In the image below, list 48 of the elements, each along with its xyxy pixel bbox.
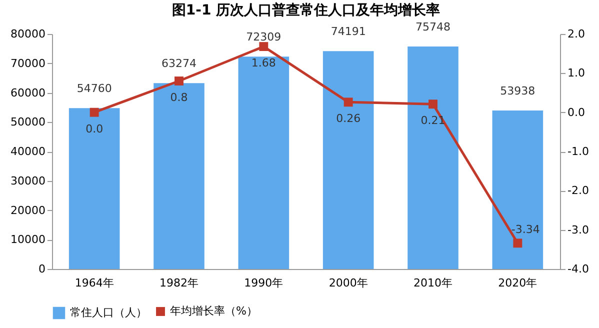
x-tick-label: 2000年 (328, 276, 368, 290)
y-tick-label: 10000 (10, 233, 46, 246)
point (174, 76, 184, 86)
x-tick-label: 1990年 (244, 276, 284, 290)
y-tick-label: 60000 (10, 86, 46, 100)
y-tick-label: 20000 (10, 204, 46, 217)
bar (408, 46, 458, 269)
x-tick-label: 2010年 (414, 276, 452, 290)
y-tick-label: 70000 (10, 56, 46, 70)
data-label: 0.8 (170, 91, 188, 104)
point (428, 100, 438, 109)
y2-tick-label: -1.0 (568, 145, 589, 158)
bar (68, 108, 120, 269)
y2-tick-label: -4.0 (568, 262, 589, 276)
point (259, 42, 268, 52)
data-label: 1.68 (251, 56, 276, 70)
data-label: 0.26 (336, 112, 361, 126)
data-label: 0.0 (86, 122, 104, 136)
bar (492, 110, 544, 269)
point (513, 238, 522, 248)
legend-label: 年均增长率（%） (170, 304, 258, 318)
y-tick-label: 30000 (10, 174, 46, 188)
x-tick-label: 2020年 (498, 276, 538, 290)
data-label: 54760 (76, 82, 112, 96)
y-tick-label: 50000 (10, 116, 46, 129)
chart-title: 图1-1 历次人口普查常住人口及年均增长率 (172, 1, 440, 18)
bar (322, 51, 374, 269)
y-tick-label: 40000 (10, 145, 46, 158)
y2-tick-label: -2.0 (568, 184, 589, 198)
y2-tick-label: 1.0 (568, 66, 585, 80)
data-label: 74191 (330, 25, 366, 38)
x-tick-label: 1964年 (74, 276, 114, 290)
data-label: 75748 (416, 20, 450, 34)
y-tick-label: 0 (38, 262, 46, 276)
y-tick-label: 80000 (10, 28, 46, 40)
point (344, 98, 353, 107)
x-tick-label: 1982年 (160, 276, 198, 290)
bar (154, 83, 204, 269)
data-label: -3.34 (511, 223, 540, 236)
y2-tick-label: -3.0 (568, 223, 589, 236)
y2-tick-label: 2.0 (568, 28, 585, 40)
data-label: 63274 (162, 57, 196, 70)
data-label: 53938 (500, 84, 536, 98)
data-label: 72309 (246, 30, 282, 44)
y2-tick-label: 0.0 (568, 106, 585, 119)
bar (238, 56, 290, 269)
point (90, 108, 99, 117)
legend-label: 常住人口（人） (70, 306, 147, 319)
